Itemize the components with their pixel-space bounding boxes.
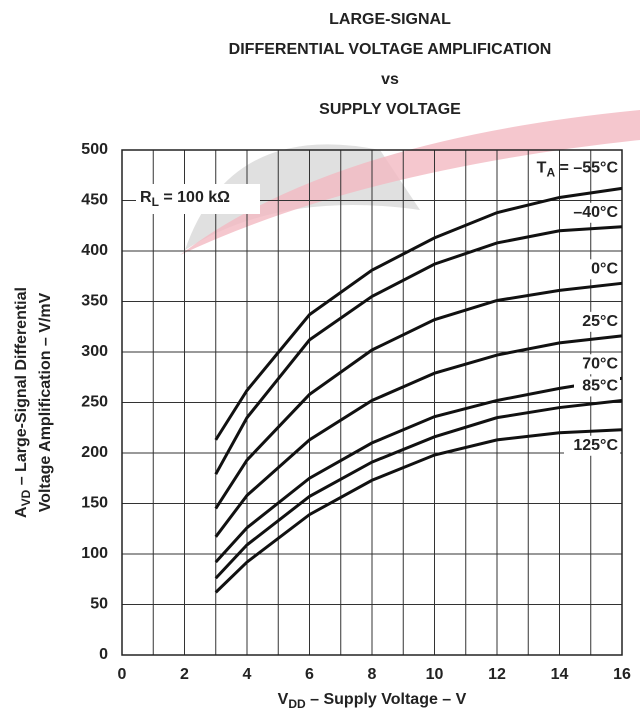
legend-label: 0°C [591, 261, 618, 278]
x-tick-label: 2 [180, 666, 189, 683]
annotation-bg [136, 184, 260, 214]
y-tick-label: 500 [81, 141, 108, 158]
legend-bg [574, 354, 620, 375]
x-tick-label: 16 [613, 666, 631, 683]
x-axis-label: VDD – Supply Voltage – V [278, 691, 467, 711]
annotation: RL = 100 kΩ [140, 189, 230, 209]
subscript: VD [19, 489, 33, 506]
x-tick-label: 4 [243, 666, 252, 683]
series-line [214, 398, 623, 580]
y-tick-label: 350 [81, 293, 108, 310]
chart-title: LARGE-SIGNAL [329, 11, 451, 28]
y-tick-label: 250 [81, 394, 108, 411]
subscript: A [546, 166, 555, 180]
x-tick-label: 8 [368, 666, 377, 683]
y-tick-label: 450 [81, 192, 108, 209]
text-part: A [13, 506, 30, 518]
x-tick-label: 10 [426, 666, 444, 683]
legend-bg [574, 311, 620, 332]
legend-bg [564, 435, 620, 456]
text-part: – Large-Signal Differential [13, 287, 30, 490]
series-line [214, 225, 623, 475]
y-tick-label: 50 [90, 596, 108, 613]
legend-label: 125°C [573, 437, 618, 454]
y-tick-label: 150 [81, 495, 108, 512]
y-tick-label: 300 [81, 343, 108, 360]
text-part: T [537, 160, 547, 177]
y-axis-label: AVD – Large-Signal Differential [13, 287, 33, 518]
text-part: V [278, 691, 289, 708]
y-tick-label: 100 [81, 545, 108, 562]
legend-bg [584, 259, 620, 280]
legend-label: 25°C [582, 313, 618, 330]
text-part: = [555, 160, 573, 177]
watermark-shape [180, 110, 640, 255]
text-part: R [140, 189, 152, 206]
x-tick-label: 14 [551, 666, 569, 683]
series-line [214, 186, 623, 441]
y-axis-label: Voltage Amplification – V/mV [37, 292, 54, 512]
series-line [214, 376, 623, 564]
subscript: L [152, 195, 159, 209]
y-tick-label: 200 [81, 444, 108, 461]
legend-bg [574, 376, 620, 397]
series-line [214, 428, 623, 594]
plot-frame [121, 149, 623, 656]
subscript: DD [288, 697, 306, 711]
x-tick-label: 12 [488, 666, 506, 683]
series-line [214, 334, 623, 538]
y-tick-label: 400 [81, 242, 108, 259]
x-tick-label: 6 [305, 666, 314, 683]
legend-label: –40°C [573, 204, 618, 221]
legend-label: TA = –55°C [537, 160, 619, 180]
legend-label: 70°C [582, 355, 618, 372]
chart-title: SUPPLY VOLTAGE [319, 101, 461, 118]
y-tick-label: 0 [99, 646, 108, 663]
chart-title: DIFFERENTIAL VOLTAGE AMPLIFICATION [229, 41, 552, 58]
legend-label: –55°C [573, 160, 618, 177]
x-tick-label: 0 [118, 666, 127, 683]
chart-title: vs [381, 71, 399, 88]
series-line [214, 281, 623, 510]
legend-label: 85°C [582, 378, 618, 395]
text-part: = 100 kΩ [159, 189, 230, 206]
text-part: – Supply Voltage – V [306, 691, 467, 708]
legend-bg [564, 202, 620, 223]
